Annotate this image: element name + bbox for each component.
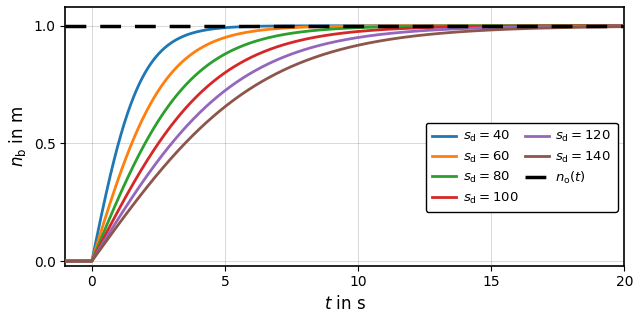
Legend: $s_{\mathrm{d}} = 40$, $s_{\mathrm{d}} = 60$, $s_{\mathrm{d}} = 80$, $s_{\mathrm: $s_{\mathrm{d}} = 40$, $s_{\mathrm{d}} =…: [426, 123, 618, 212]
X-axis label: $t$ in s: $t$ in s: [324, 295, 366, 313]
Y-axis label: $n_{\mathrm{b}}$ in m: $n_{\mathrm{b}}$ in m: [7, 106, 28, 167]
